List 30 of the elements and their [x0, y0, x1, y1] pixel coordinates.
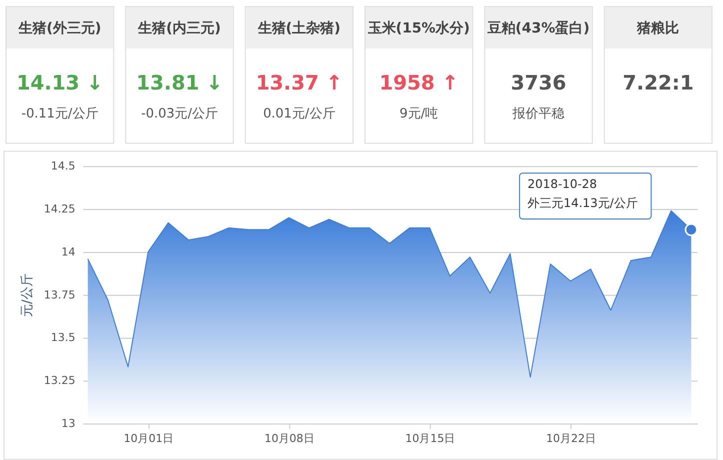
y-tick-label: 13.5: [50, 331, 76, 344]
category-label: 猪粮比: [636, 20, 680, 37]
category-label: 玉米(15%水分): [366, 20, 470, 37]
x-tick-label: 10月15日: [405, 432, 456, 445]
y-tick-label: 14: [61, 245, 76, 258]
x-tick-label: 10月01日: [124, 432, 174, 445]
text: 0.01元/公斤: [263, 106, 336, 122]
text: -0.03元/公斤: [141, 106, 218, 122]
text: -0.11元/公斤: [21, 106, 98, 122]
text: 3736: [510, 70, 566, 94]
annotation: 2018-10-28 外三元14.13元/公斤: [528, 177, 638, 210]
category-label: 豆粕(43%蛋白): [486, 20, 590, 37]
category-label: 生猪(外三元): [17, 20, 102, 37]
y-tick-label: 14.25: [44, 202, 76, 216]
y-tick-label: 13.75: [44, 288, 76, 302]
category-label: 生猪(土杂猪): [256, 20, 341, 37]
text: 1958 ↑: [379, 70, 458, 94]
y-tick-label: 13: [61, 416, 76, 430]
y-axis-title: 元/公斤: [20, 274, 35, 318]
text: 9元/吨: [400, 106, 438, 122]
x-tick-label: 10月22日: [546, 432, 596, 445]
text: 14.13 ↓: [16, 70, 104, 94]
text: 13.37 ↑: [256, 70, 343, 94]
x-tick-label: 10月08日: [264, 432, 314, 445]
y-tick-label: 13.25: [44, 374, 76, 388]
text: 7.22:1: [622, 70, 694, 94]
text: 报价平稳: [512, 106, 565, 122]
y-tick-label: 14.5: [50, 160, 76, 173]
category-label: 生猪(内三元): [137, 20, 221, 37]
text: 13.81 ↓: [136, 70, 223, 94]
